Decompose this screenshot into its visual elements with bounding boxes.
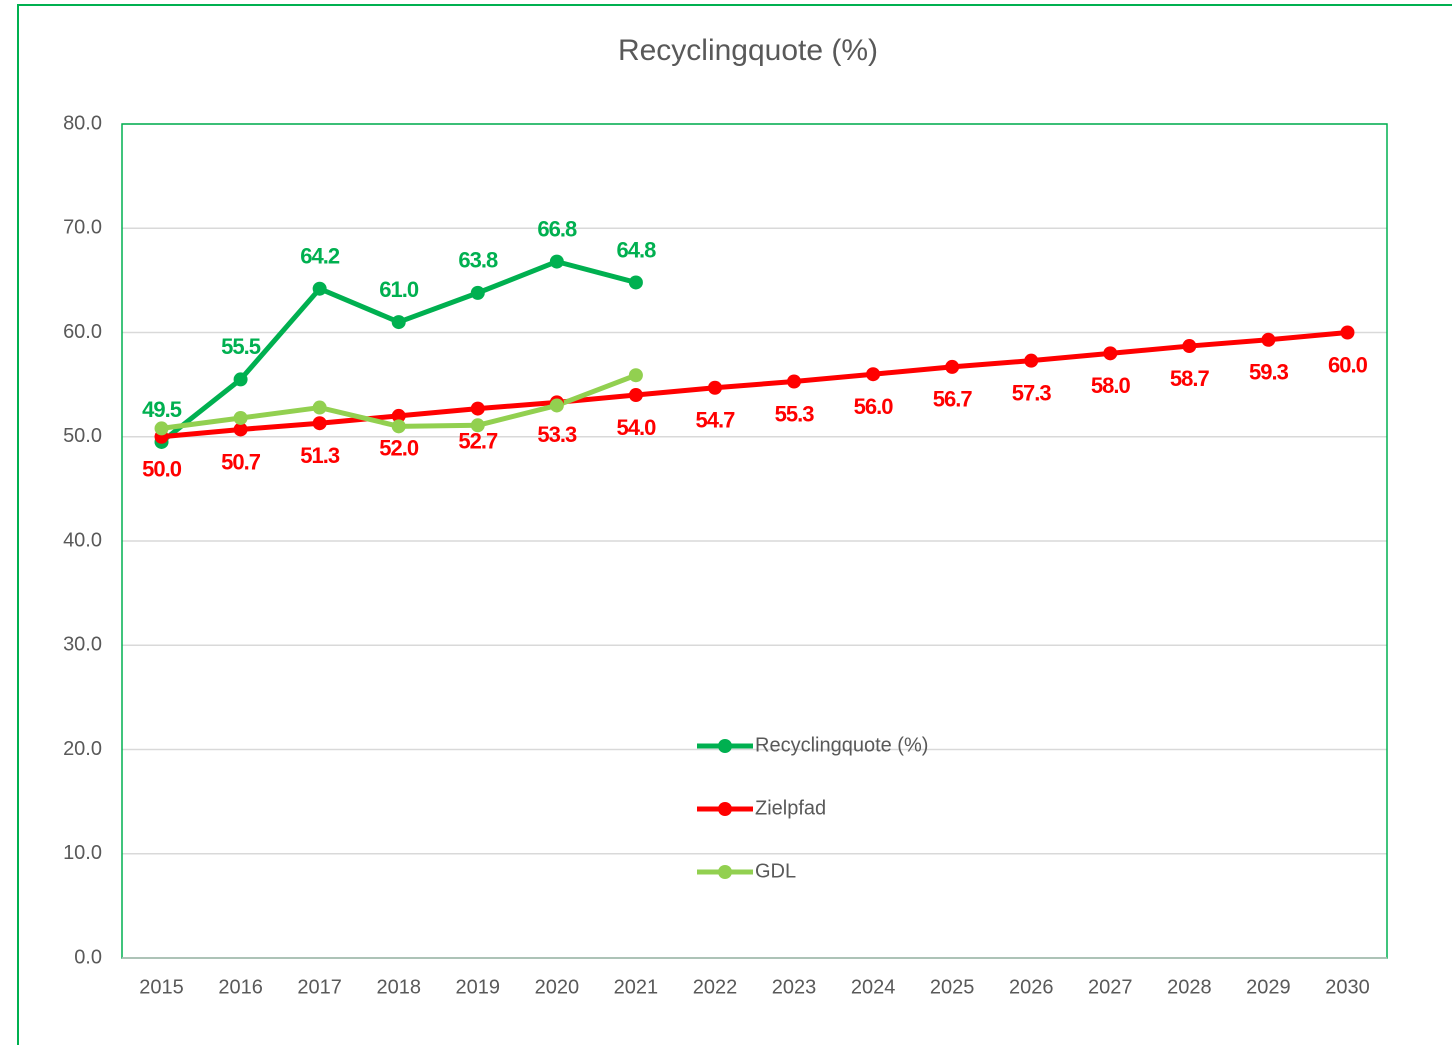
- series-marker: [549, 398, 564, 413]
- x-tick-label: 2018: [376, 976, 421, 998]
- series-marker: [866, 367, 881, 382]
- data-label: 64.8: [616, 237, 656, 262]
- data-label: 55.3: [775, 401, 815, 426]
- x-tick-label: 2028: [1167, 976, 1212, 998]
- series-marker: [312, 416, 327, 431]
- series-marker: [233, 410, 248, 425]
- x-tick-label: 2024: [851, 976, 896, 998]
- x-tick-label: 2016: [218, 976, 263, 998]
- data-label: 56.7: [933, 387, 973, 412]
- data-label: 60.0: [1328, 352, 1368, 377]
- series-marker: [1024, 353, 1039, 368]
- y-tick-label: 10.0: [63, 842, 102, 864]
- series-marker: [391, 408, 406, 423]
- y-tick-label: 70.0: [63, 217, 102, 239]
- y-tick-label: 30.0: [63, 634, 102, 656]
- data-label: 50.0: [142, 457, 182, 482]
- series-marker: [391, 315, 406, 330]
- data-label: 51.3: [300, 443, 340, 468]
- data-label: 63.8: [458, 248, 498, 273]
- x-tick-label: 2025: [930, 976, 975, 998]
- series-marker: [470, 418, 485, 433]
- series-marker: [945, 359, 960, 374]
- series-marker: [1261, 332, 1276, 347]
- x-tick-label: 2020: [535, 976, 580, 998]
- chart-border: [17, 4, 1452, 1045]
- data-label: 52.7: [458, 428, 498, 453]
- legend-marker: [718, 802, 732, 816]
- data-label: 53.3: [537, 422, 577, 447]
- series-marker: [1182, 339, 1197, 354]
- series-line: [161, 330, 1348, 440]
- y-tick-label: 40.0: [63, 529, 102, 551]
- data-label: 56.0: [854, 394, 894, 419]
- series-marker: [470, 401, 485, 416]
- series-marker: [233, 372, 248, 387]
- series-marker: [1103, 346, 1118, 361]
- series-marker: [628, 275, 643, 290]
- data-label: 64.2: [300, 244, 340, 269]
- series-marker: [154, 421, 169, 436]
- x-tick-label: 2015: [139, 976, 184, 998]
- data-label: 59.3: [1249, 360, 1289, 385]
- x-tick-label: 2022: [693, 976, 738, 998]
- series-marker: [312, 400, 327, 415]
- series-marker: [549, 254, 564, 269]
- x-tick-label: 2027: [1088, 976, 1133, 998]
- series-marker: [233, 422, 248, 437]
- x-tick-label: 2023: [772, 976, 817, 998]
- y-tick-label: 20.0: [63, 738, 102, 760]
- data-label: 52.0: [379, 436, 419, 461]
- x-tick-label: 2021: [614, 976, 659, 998]
- y-tick-label: 80.0: [63, 112, 102, 134]
- series-marker: [470, 285, 485, 300]
- data-label: 58.0: [1091, 373, 1131, 398]
- legend-marker: [718, 865, 732, 879]
- x-tick-label: 2029: [1246, 976, 1291, 998]
- data-label: 55.5: [221, 334, 261, 359]
- y-tick-label: 50.0: [63, 425, 102, 447]
- data-label: 54.0: [616, 415, 656, 440]
- x-tick-label: 2030: [1325, 976, 1370, 998]
- x-tick-label: 2017: [297, 976, 342, 998]
- series-marker: [707, 380, 722, 395]
- x-tick-label: 2019: [456, 976, 501, 998]
- data-label: 49.5: [142, 397, 182, 422]
- x-tick-label: 2026: [1009, 976, 1054, 998]
- chart-title: Recyclingquote (%): [618, 34, 878, 67]
- series-marker: [628, 388, 643, 403]
- series-marker: [787, 374, 802, 389]
- legend-label: Zielpfad: [755, 797, 826, 819]
- legend-marker: [718, 739, 732, 753]
- y-tick-label: 60.0: [63, 321, 102, 343]
- data-label: 61.0: [379, 277, 419, 302]
- series-marker: [628, 368, 643, 383]
- series-marker: [391, 419, 406, 434]
- legend-label: Recyclingquote (%): [755, 734, 928, 756]
- data-label: 50.7: [221, 449, 261, 474]
- data-label: 66.8: [537, 216, 577, 241]
- series-marker: [1340, 325, 1355, 340]
- data-label: 58.7: [1170, 366, 1210, 391]
- y-tick-label: 0.0: [74, 946, 102, 968]
- data-label: 57.3: [1012, 380, 1052, 405]
- series-marker: [312, 281, 327, 296]
- legend-label: GDL: [755, 860, 796, 882]
- data-label: 54.7: [696, 408, 736, 433]
